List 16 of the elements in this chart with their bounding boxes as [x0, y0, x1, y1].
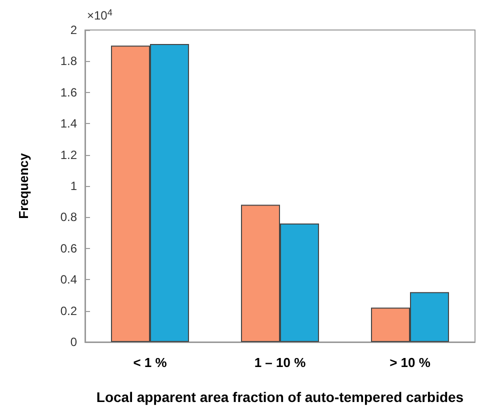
- y-tick-label: 2: [70, 23, 78, 37]
- x-tick-label: < 1 %: [133, 355, 168, 370]
- y-tick-label: 0.8: [60, 210, 78, 224]
- y-tick-label: 1.6: [60, 85, 78, 100]
- x-tick-label: > 10 %: [390, 355, 431, 370]
- y-tick-label: 0.6: [60, 241, 78, 256]
- y-tick-label: 0.2: [60, 304, 78, 318]
- y-tick-label: 1.2: [60, 148, 78, 162]
- x-tick-label: 1 – 10 %: [254, 355, 306, 370]
- x-axis-title: Local apparent area fraction of auto-tempered carbides: [96, 389, 464, 405]
- y-tick-label: 0: [70, 335, 78, 349]
- y-tick-label: 1: [70, 179, 78, 193]
- y-tick-label: 1.4: [60, 116, 78, 131]
- y-tick-label: 1.8: [60, 54, 78, 68]
- y-tick-label: 0.4: [60, 272, 78, 287]
- y-axis-title: Frequency: [16, 152, 31, 219]
